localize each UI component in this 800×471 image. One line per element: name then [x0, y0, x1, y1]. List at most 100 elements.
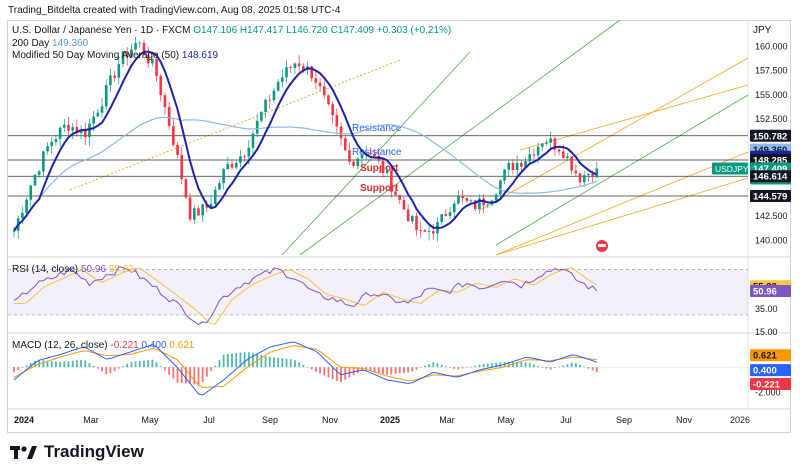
support-label: Support [360, 163, 399, 174]
macd-histogram-bar [537, 365, 540, 368]
macd-histogram-bar [541, 367, 544, 368]
x-tick-label: Mar [439, 415, 455, 425]
candle-body [264, 99, 267, 112]
macd-histogram-bar [67, 361, 70, 368]
macd-histogram-bar [516, 362, 519, 368]
ma50-legend: Modified 50 Day Moving Average (50) 148.… [12, 50, 218, 61]
candle-body [503, 169, 506, 181]
candle-body [239, 156, 242, 163]
candle-body [318, 82, 322, 87]
candle-body [281, 77, 284, 82]
last-price-value: 147.409 [753, 164, 787, 175]
candle-body [205, 204, 209, 208]
candle-body [276, 81, 280, 91]
candle-body [360, 154, 364, 159]
macd-histogram-bar [356, 367, 359, 373]
macd-histogram-bar [197, 367, 200, 385]
macd-histogram-bar [323, 367, 326, 376]
level-badge: 146.614 [753, 172, 788, 183]
candle-body [578, 173, 582, 183]
macd-histogram-bar [302, 364, 305, 368]
candle-body [461, 195, 464, 198]
ohlc-l-value: 146.720 [291, 25, 328, 36]
macd-histogram-bar [419, 367, 422, 368]
chart-credit: Trading_Bitdelta created with TradingVie… [8, 5, 341, 16]
macd-histogram-bar [273, 357, 275, 368]
candle-body [532, 154, 536, 156]
candle-body [100, 106, 104, 113]
y-tick-label: 155.000 [755, 90, 788, 100]
macd-histogram-bar [176, 367, 179, 383]
candle-body [356, 158, 360, 166]
macd-histogram-bar [294, 360, 296, 368]
candle-body [469, 200, 473, 202]
macd-histogram-bar [122, 366, 124, 368]
candle-body [146, 54, 150, 64]
candle-body [402, 199, 406, 210]
candle-body [524, 161, 527, 167]
candle-body [155, 59, 158, 77]
macd-histogram-bar [415, 367, 418, 370]
candle-body [390, 170, 393, 192]
y-tick-label: 157.500 [755, 66, 788, 76]
macd-badge: -0.221 [753, 379, 781, 390]
macd-histogram-bar [444, 366, 447, 368]
rsi-value-1: 50.96 [80, 264, 106, 275]
macd-legend: MACD (12, 26, close) -0.221 0.400 0.621 [12, 340, 194, 351]
macd-histogram-bar [164, 367, 166, 371]
macd-histogram-bar [277, 357, 280, 368]
candle-body [184, 179, 188, 198]
candle-body [327, 95, 330, 105]
candle-body [561, 151, 565, 158]
candle-body [92, 116, 95, 124]
x-tick-label: Sep [262, 415, 278, 425]
trend-channel-line [299, 19, 621, 256]
candle-body [117, 64, 121, 78]
y-tick-label: 152.500 [755, 114, 788, 124]
macd-histogram-bar [159, 366, 162, 368]
candle-body [125, 51, 129, 58]
macd-histogram-bar [180, 367, 183, 383]
x-tick-label: May [497, 415, 515, 425]
macd-histogram-bar [109, 367, 112, 374]
macd-histogram-bar [298, 362, 301, 368]
macd-histogram-bar [63, 361, 66, 368]
tradingview-wordmark: TradingView [44, 442, 144, 461]
candle-body [42, 151, 45, 172]
macd-histogram-bar [226, 353, 229, 368]
chart-frame [7, 20, 791, 433]
candle-body [218, 183, 221, 190]
macd-histogram-bar [172, 367, 175, 379]
trend-channel-line [495, 94, 749, 246]
macd-histogram-bar [80, 359, 82, 368]
candle-body [314, 78, 318, 83]
macd-histogram-bar [92, 365, 95, 368]
candle-body [113, 75, 116, 78]
macd-histogram-bar [595, 367, 598, 373]
macd-histogram-bar [453, 367, 456, 369]
candle-body [494, 194, 498, 201]
price-legend: U.S. Dollar / Japanese Yen · 1D · FXCM O… [12, 25, 451, 36]
macd-histogram-bar [138, 361, 141, 368]
candle-body [486, 204, 490, 206]
macd-histogram-bar [411, 367, 414, 372]
macd-histogram-bar [457, 367, 460, 370]
candle-body [230, 163, 234, 168]
x-tick-label: 2024 [14, 415, 34, 425]
candle-body [582, 175, 586, 183]
candle-body [541, 143, 544, 147]
macd-histogram-bar [218, 360, 221, 368]
macd-histogram-bar [491, 363, 493, 368]
trend-channel-line [519, 84, 749, 151]
macd-histogram-bar [528, 363, 531, 368]
macd-histogram-bar [424, 365, 426, 368]
candle-body [151, 59, 154, 64]
candle-body [553, 138, 557, 150]
x-tick-label: Mar [83, 415, 99, 425]
candle-body [159, 76, 163, 96]
candle-body [226, 163, 230, 170]
macd-histogram-bar [55, 361, 57, 368]
event-flag-icon [598, 244, 606, 247]
candle-body [431, 231, 435, 234]
